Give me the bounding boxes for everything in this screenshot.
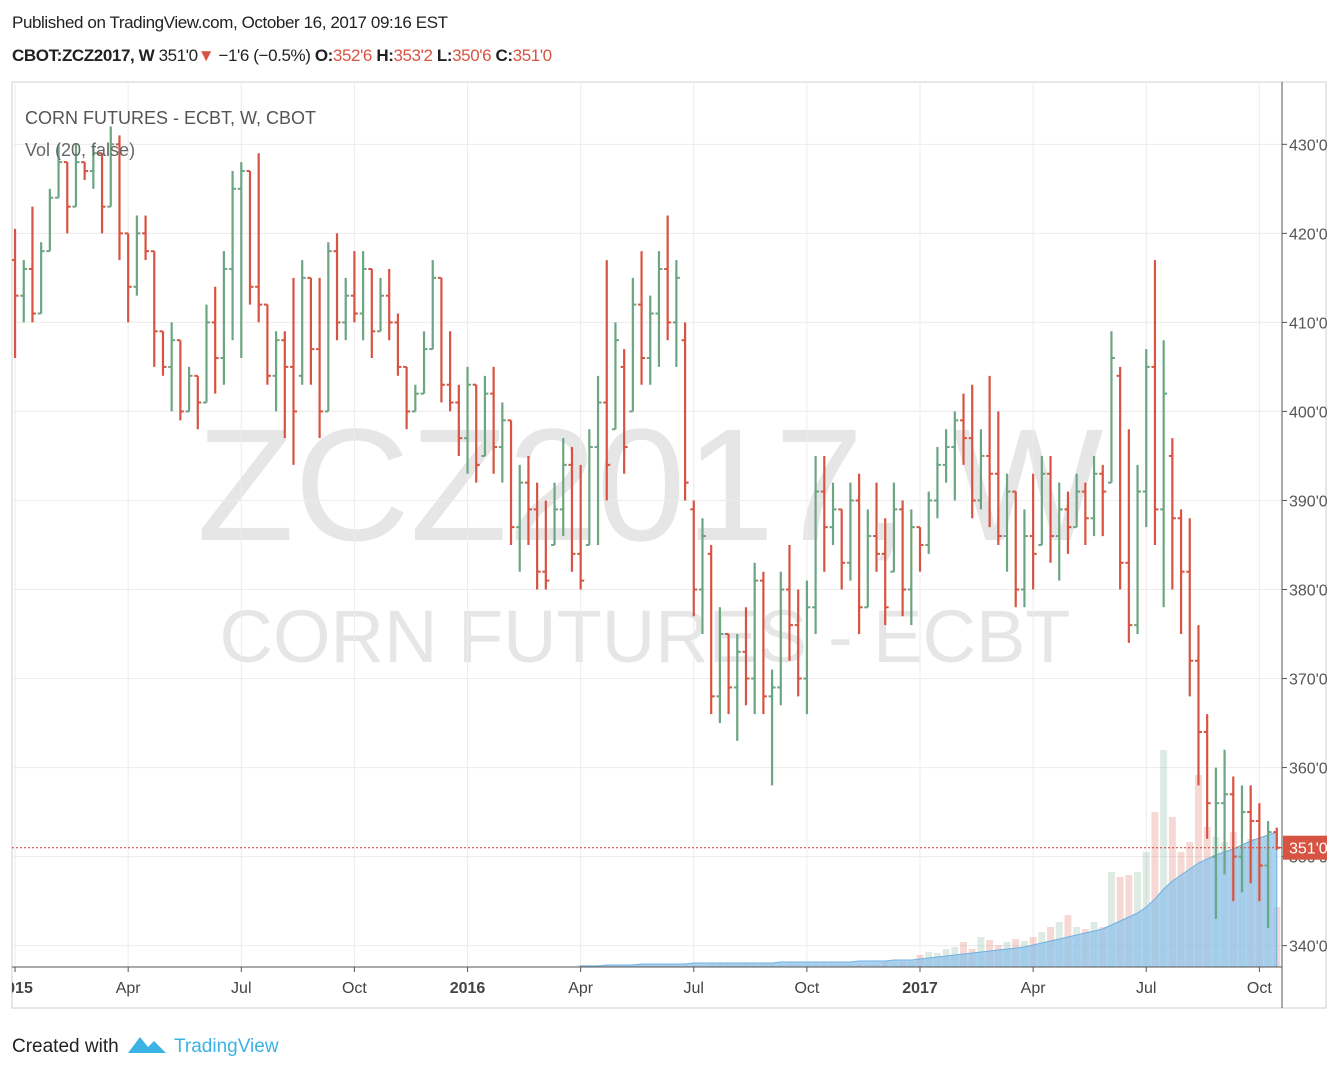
brand: TradingView: [174, 1036, 279, 1057]
h-label: H:: [376, 46, 394, 65]
volume-ma-area: [580, 831, 1278, 968]
volume-bar: [1107, 872, 1115, 967]
y-tick-label: 370'0: [1289, 672, 1327, 689]
header: Published on TradingView.com, October 16…: [12, 8, 552, 74]
watermark: ZCZ2017, W CORN FUTURES - ECBT: [197, 395, 1104, 678]
y-tick-label: 410'0: [1289, 315, 1327, 332]
x-tick-label: Apr: [116, 980, 142, 997]
y-tick-label: 420'0: [1289, 226, 1327, 243]
x-labels: 2015 Apr Jul Oct 2016 Apr Jul Oct 2017 Apr Jul Oct: [0, 980, 1272, 997]
plot: [12, 82, 1282, 968]
x-tick-label: Oct: [342, 980, 367, 997]
watermark-name: CORN FUTURES - ECBT: [220, 595, 1071, 678]
watermark-symbol: ZCZ2017, W: [197, 395, 1104, 574]
y-tick-label: 400'0: [1289, 404, 1327, 421]
l-label: L:: [436, 46, 453, 65]
legend: CORN FUTURES - ECBT, W, CBOT: [25, 108, 316, 128]
high: 353'2: [393, 46, 433, 65]
x-tick-label: 2016: [450, 980, 486, 997]
published: Published on TradingView.com, October 16…: [12, 13, 448, 32]
footer: Created with TradingView: [12, 1036, 279, 1057]
y-tick-label: 430'0: [1289, 137, 1327, 154]
x-tick-label: Apr: [1021, 980, 1047, 997]
quote-line: CBOT:ZCZ2017, W 351'0▼ −1'6 (−0.5%) O:35…: [12, 41, 552, 74]
close: 351'0: [512, 46, 552, 65]
y-tick-label: 380'0: [1289, 582, 1327, 599]
indicator-legend: Vol (20, false): [25, 140, 135, 160]
volume-bar: [1151, 812, 1159, 967]
x-tick-label: Jul: [1136, 980, 1156, 997]
last-price-box: [1283, 835, 1327, 860]
x-tick-label: 2015: [0, 980, 33, 997]
created-with: Created with: [12, 1036, 119, 1057]
frame: [11, 81, 1327, 1009]
y-tick-label: 360'0: [1289, 761, 1327, 778]
logo: [128, 1037, 166, 1053]
arrow: ▼: [197, 46, 215, 65]
x-tick-label: Apr: [568, 980, 594, 997]
y-tick-label: 390'0: [1289, 493, 1327, 510]
open: 352'6: [332, 46, 372, 65]
change: −1'6 (−0.5%): [218, 46, 311, 65]
x-tick-label: Oct: [1247, 980, 1272, 997]
published-line: Published on TradingView.com, October 16…: [12, 8, 552, 41]
y-tick-label: 340'0: [1289, 939, 1327, 956]
symbol: CBOT:ZCZ2017, W: [12, 46, 155, 65]
x-tick-label: 2017: [902, 980, 938, 997]
x-tick-label: Oct: [794, 980, 819, 997]
volume-bar: [1160, 750, 1168, 967]
low: 350'6: [452, 46, 492, 65]
last-price-label: 351'0: [1289, 841, 1327, 858]
x-tick-label: Jul: [684, 980, 704, 997]
c-label: C:: [495, 46, 514, 65]
x-tick-label: Jul: [231, 980, 251, 997]
o-label: O:: [314, 46, 333, 65]
last: 351'0: [158, 46, 198, 65]
